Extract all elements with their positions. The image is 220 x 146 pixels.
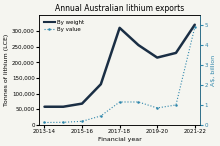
- X-axis label: Financial year: Financial year: [98, 137, 141, 142]
- Legend: By weight, By value: By weight, By value: [42, 18, 86, 34]
- Y-axis label: A$, billion: A$, billion: [211, 55, 216, 86]
- Title: Annual Australian lithium exports: Annual Australian lithium exports: [55, 4, 184, 13]
- Y-axis label: Tonnes of lithium (LCE): Tonnes of lithium (LCE): [4, 34, 9, 106]
